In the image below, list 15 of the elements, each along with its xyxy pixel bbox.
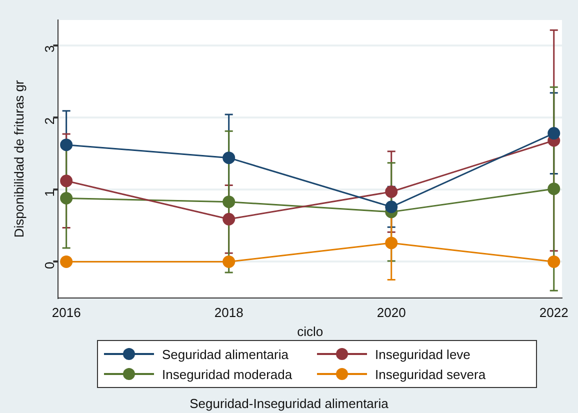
- x-tick-label: 2016: [52, 305, 81, 320]
- y-tick-label: 3: [42, 45, 57, 52]
- legend-label: Inseguridad leve: [375, 346, 470, 362]
- x-axis-title: ciclo: [297, 324, 324, 339]
- x-tick-label: 2022: [539, 305, 568, 320]
- legend-title: Seguridad-Inseguridad alimentaria: [188, 396, 390, 411]
- x-tick-label: 2018: [214, 305, 244, 320]
- legend-label: Inseguridad moderada: [162, 366, 292, 382]
- y-tick-label: 0: [42, 262, 57, 269]
- legend-label: Inseguridad severa: [375, 366, 486, 382]
- y-tick-label: 1: [42, 190, 57, 197]
- y-axis-title: Disponibilidad de frituras gr: [11, 79, 26, 238]
- y-tick-label: 2: [42, 117, 57, 125]
- legend-label: Seguridad alimentaria: [162, 346, 288, 362]
- x-tick-label: 2020: [376, 305, 406, 320]
